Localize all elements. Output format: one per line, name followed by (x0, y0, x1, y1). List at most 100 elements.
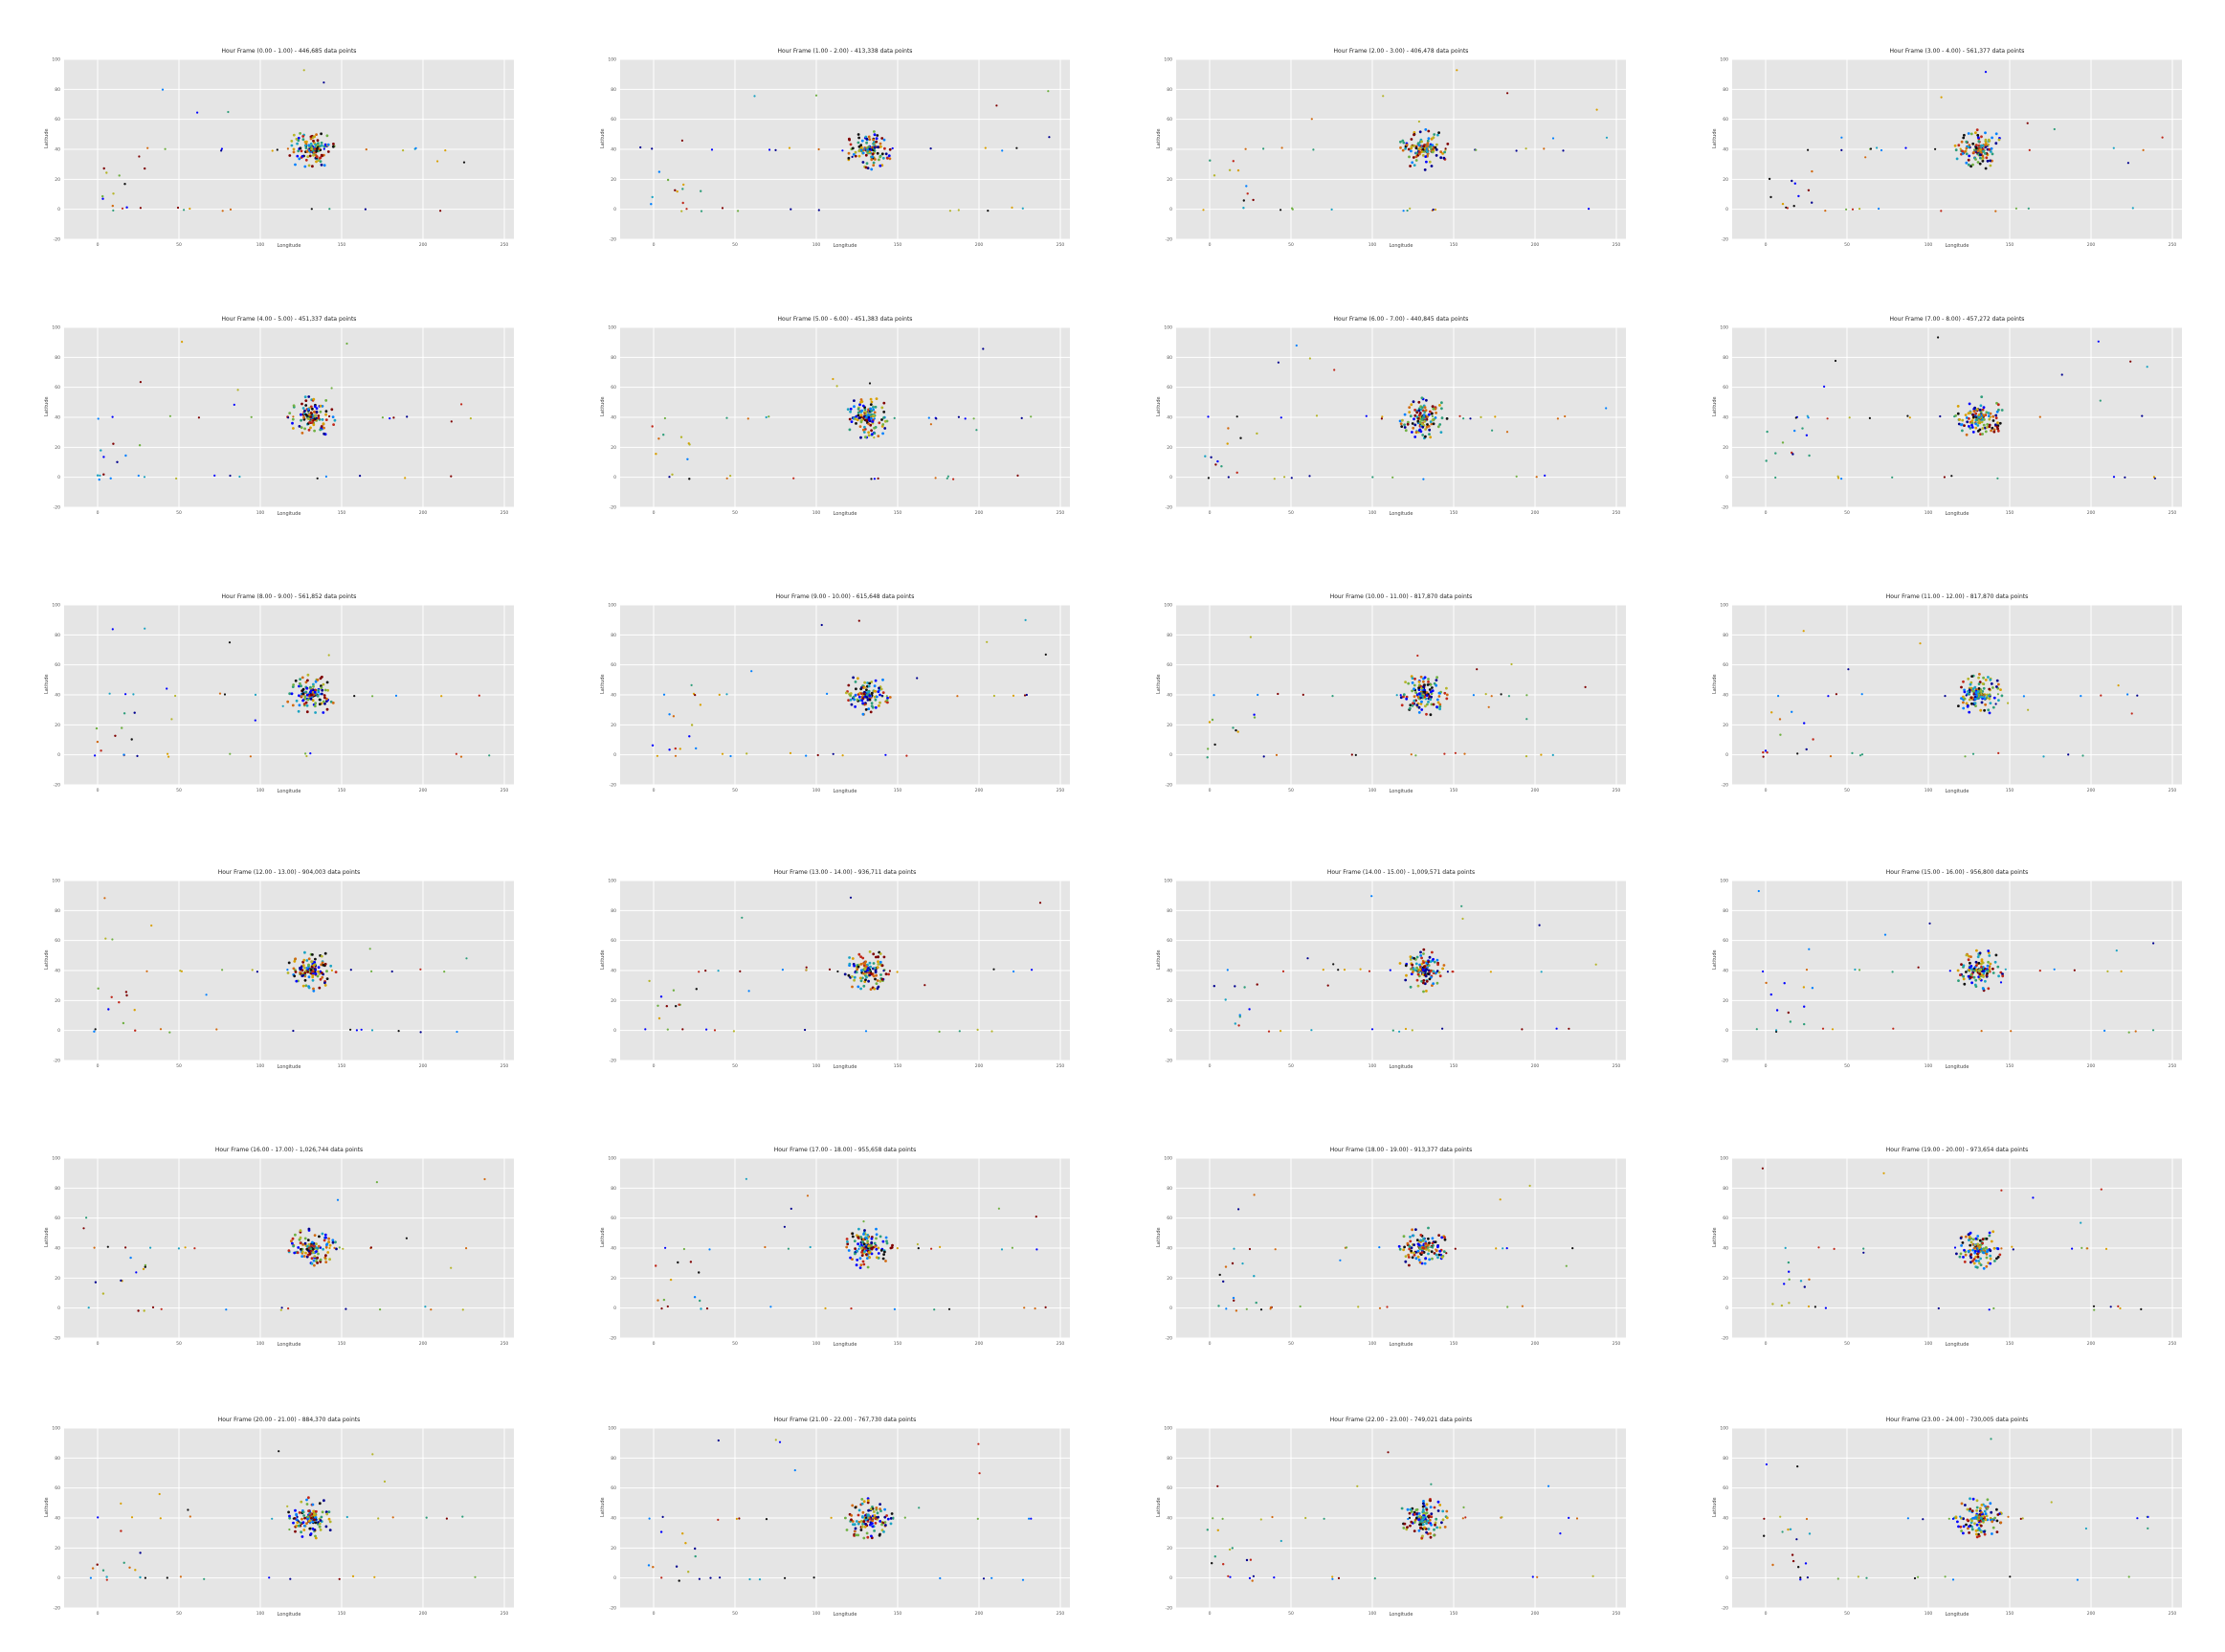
data-point (1983, 418, 1986, 421)
y-tick-label: 100 (1164, 879, 1172, 884)
data-point (2080, 1222, 2081, 1224)
data-point (656, 755, 658, 757)
data-point (309, 427, 312, 430)
data-point (1413, 435, 1416, 438)
data-point (299, 971, 301, 974)
data-point (1966, 694, 1968, 696)
data-point (1981, 702, 1984, 704)
y-tick-label: 60 (55, 938, 60, 944)
data-point (958, 416, 960, 418)
data-point (2080, 695, 2081, 697)
data-point (868, 138, 871, 141)
data-point (1997, 683, 2000, 686)
data-point (1980, 404, 1983, 407)
data-point (324, 689, 327, 692)
x-axis-label: Longitude (1176, 243, 1626, 249)
data-point (1418, 692, 1421, 695)
data-point (977, 1029, 979, 1031)
data-point (857, 137, 860, 140)
data-point (1396, 694, 1398, 696)
data-point (1973, 686, 1976, 689)
data-point (1808, 949, 1810, 950)
data-point (875, 1248, 878, 1251)
data-point (1495, 1247, 1497, 1249)
data-point (868, 694, 871, 697)
data-point (768, 415, 769, 417)
scatter-panel-17: Hour Frame (16.00 - 17.00) - 1,026,744 d… (0, 1108, 556, 1382)
x-axis-label: Longitude (620, 1064, 1070, 1070)
data-point (1416, 1250, 1419, 1253)
data-point (1035, 1307, 1036, 1309)
data-point (1016, 475, 1018, 477)
data-point (1987, 970, 1990, 972)
data-point (110, 478, 112, 480)
data-point (885, 1237, 888, 1239)
data-point (698, 1271, 700, 1273)
data-point (303, 166, 306, 168)
y-tick-label: 80 (1167, 1186, 1172, 1192)
data-point (1463, 753, 1465, 755)
data-point (874, 1242, 877, 1245)
data-point (1411, 690, 1413, 693)
data-point (332, 143, 335, 145)
data-point (871, 702, 874, 704)
data-point (868, 418, 871, 421)
data-point (1438, 423, 1441, 426)
data-point (301, 1251, 304, 1254)
y-tick-label: 0 (57, 475, 60, 480)
y-axis-label: Latitude (1156, 396, 1162, 416)
data-point (872, 414, 875, 417)
data-point (1412, 702, 1414, 704)
y-tick-label: 20 (611, 1546, 616, 1552)
data-point (1978, 419, 1981, 422)
data-point (1762, 1168, 1764, 1170)
y-tick-label: 80 (611, 355, 616, 361)
data-point (1412, 704, 1414, 707)
data-point (1956, 158, 1959, 161)
data-point (1970, 1240, 1973, 1243)
data-point (406, 415, 408, 417)
data-point (664, 1247, 666, 1249)
data-point (170, 718, 172, 720)
y-axis-label: Latitude (1156, 674, 1162, 694)
data-point (1862, 1252, 1864, 1254)
data-point (326, 134, 329, 137)
data-point (288, 1249, 291, 1252)
data-point (1432, 982, 1435, 985)
data-point (859, 1257, 862, 1260)
data-point (219, 693, 221, 695)
data-point (370, 971, 372, 972)
data-point (1968, 159, 1970, 162)
data-point (300, 146, 302, 149)
data-point (1229, 169, 1231, 171)
data-point (1955, 148, 1958, 151)
data-point (320, 411, 323, 413)
data-point (139, 444, 141, 446)
data-point (1414, 754, 1416, 756)
data-point (319, 1526, 322, 1529)
data-point (167, 753, 168, 755)
data-point (745, 1178, 747, 1180)
data-point (879, 702, 881, 704)
data-point (2127, 162, 2129, 164)
data-point (1370, 895, 1372, 897)
y-tick-label: 80 (55, 1456, 60, 1462)
y-tick-label: 60 (1723, 938, 1728, 944)
data-point (1882, 1172, 1884, 1174)
data-point (1974, 158, 1977, 161)
data-point (312, 154, 315, 157)
data-point (1452, 971, 1454, 972)
data-point (881, 679, 884, 681)
data-point (304, 413, 307, 416)
y-tick-label: 60 (55, 117, 60, 123)
data-point (1995, 1258, 1998, 1261)
data-point (2141, 415, 2143, 417)
data-point (123, 712, 125, 714)
data-point (1975, 961, 1978, 964)
data-point (296, 155, 299, 158)
scatter-panel-18: Hour Frame (17.00 - 18.00) - 955,658 dat… (556, 1108, 1112, 1382)
data-point (1246, 1308, 1248, 1310)
data-point (198, 416, 200, 418)
data-point (300, 684, 302, 687)
data-point (1411, 753, 1413, 755)
